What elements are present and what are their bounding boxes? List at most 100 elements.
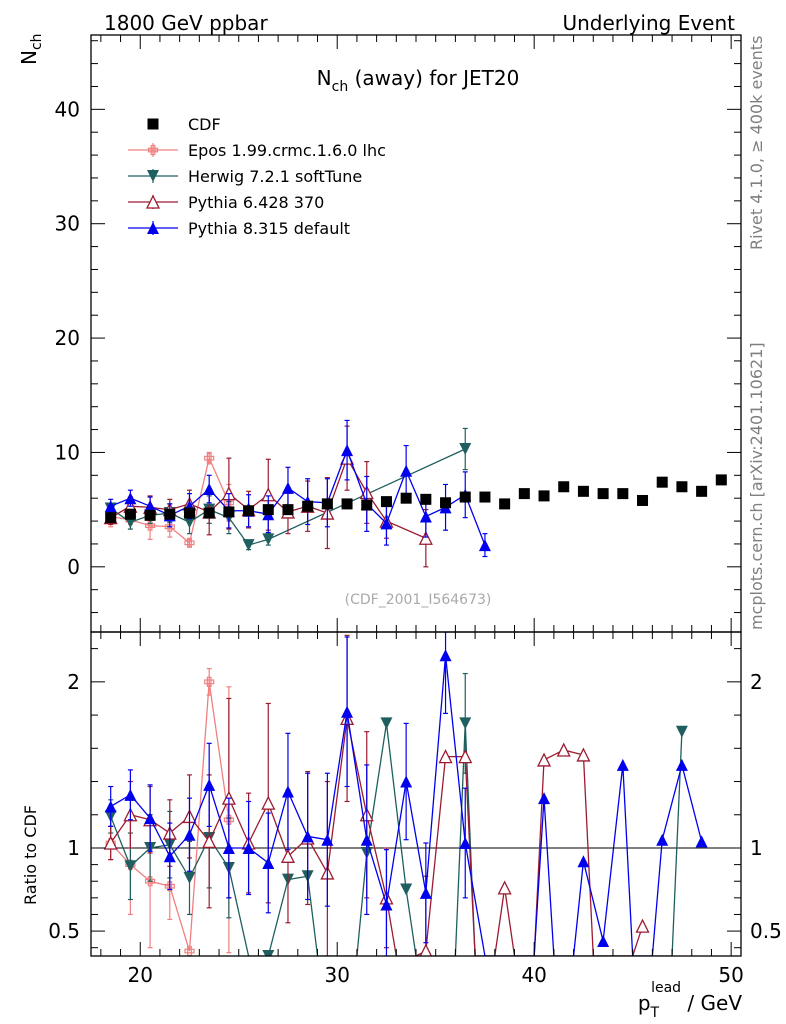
point-cdf-27 [637,494,649,506]
ratio-point-pythia-3-25 [675,758,688,771]
x-axis-title-main: p [638,991,651,1015]
ratio-point-pythia-2-16 [438,749,453,764]
point-herwig-1-4 [183,516,196,529]
plot-title-sub: ch [332,79,349,95]
point-cdf-29 [676,481,688,493]
ratio-point-pythia-3-5 [203,778,216,791]
point-pythia-3-12 [341,444,354,457]
ratio-point-herwig-1-14 [459,717,472,730]
errorbar-epos-0-5 [206,451,212,465]
point-pythia-3-5 [203,483,216,496]
x-axis-title-rest: / GeV [681,991,742,1015]
legend-item-1: Epos 1.99.crmc.1.6.0 lhc [128,141,386,160]
legend-item-1-marker-v [150,144,156,156]
legend-item-3: Pythia 6.428 370 [128,193,324,212]
point-epos-0-5-v [206,453,212,464]
ratio-point-pythia-3-22 [597,935,610,948]
point-cdf-15 [400,492,412,504]
ratio-point-herwig-1-8 [262,950,275,956]
point-cdf-14 [380,496,392,508]
ratio-point-pythia-2-19 [536,752,552,767]
legend-item-1-marker [147,144,159,156]
point-pythia-3-1 [124,492,137,505]
point-cdf-30 [696,485,708,497]
legend-item-0-marker [147,118,159,130]
ratio-point-pythia-3-12 [341,705,354,718]
ratio-tick-label-left-1: 1 [67,836,80,860]
point-cdf-21 [518,488,530,500]
ratio-point-pythia-2-9 [280,848,296,863]
ratio-tick-label-left-0: 0.5 [48,919,80,943]
ratio-tick-label-left-2: 2 [67,670,80,694]
ratio-point-pythia-3-13 [360,833,373,846]
x-axis-title-sub: T [650,1005,660,1021]
ratio-point-pythia-3-0 [104,800,117,813]
legend-item-3-marker [145,194,161,209]
x-tick-label-1: 30 [324,963,349,987]
legend-item-2: Herwig 7.2.1 softTune [128,167,362,186]
point-herwig-1-9 [459,443,472,456]
ratio-point-pythia-3-21 [577,855,590,868]
point-pythia-3-16 [419,510,432,523]
ratio-point-pythia-2-0 [103,835,118,850]
point-cdf-16 [420,493,432,505]
legend-item-2-marker [147,170,159,182]
point-cdf-25 [597,488,609,500]
ratio-axis-title: Ratio to CDF [21,805,40,905]
ratio-point-pythia-3-26 [695,835,708,848]
ratio-point-pythia-3-24 [656,833,669,846]
y-axis-title-main: N [17,50,41,65]
point-cdf-19 [479,491,491,503]
ratio-point-epos-0-5-h [204,679,215,685]
ratio-point-pythia-2-17 [458,749,473,764]
ratio-point-pythia-3-16 [419,886,432,899]
ratio-point-pythia-3-9 [281,785,294,798]
ratio-point-pythia-3-14 [380,898,393,911]
point-herwig-1-8 [262,533,275,546]
point-cdf-26 [617,488,629,500]
ratio-point-pythia-2-21 [576,747,591,762]
ratio-point-pythia-3-6 [222,842,235,854]
y-tick-label-0: 0 [67,555,80,579]
point-cdf-23 [558,481,570,493]
ratio-point-herwig-1-12 [380,717,393,730]
x-tick-label-0: 20 [128,963,153,987]
legend-item-0: CDF [147,115,221,134]
plot-title-main: N [317,66,332,90]
y-tick-label-2: 20 [55,326,80,350]
point-cdf-6 [223,506,235,518]
y-axis-title: Nch [17,33,45,65]
ratio-point-pythia-2-8 [261,795,276,810]
legend-item-4: Pythia 8.315 default [128,219,350,238]
point-cdf-3 [164,508,176,520]
ratio-point-pythia-3-8 [262,856,275,869]
analysis-watermark: (CDF_2001_I564673) [345,592,492,608]
ratio-point-herwig-1-4 [183,871,196,884]
point-cdf-18 [459,491,471,503]
ratio-point-pythia-3-1 [124,788,137,801]
ratio-point-pythia-3-23 [616,758,629,771]
point-herwig-1-7 [242,539,255,552]
y-axis-title-sub: ch [29,33,45,50]
ratio-point-herwig-1-15 [675,725,688,738]
legend-item-4-label: Pythia 8.315 default [188,219,350,238]
point-cdf-8 [262,504,274,516]
ratio-point-pythia-2-18 [497,880,512,895]
legend-item-0-label: CDF [188,115,221,134]
ratio-tick-label-right-2: 2 [750,670,763,694]
ratio-point-herwig-1-13 [400,883,413,896]
ratio-point-pythia-2-15 [419,943,433,956]
ratio-point-pythia-3-3 [163,850,176,863]
point-cdf-11 [321,498,333,510]
x-tick-label-3: 50 [718,963,743,987]
point-epos-0-4-v [187,537,192,548]
legend-item-1-marker-h [147,147,159,153]
ratio-point-epos-0-5-v [206,676,212,687]
header-left: 1800 GeV ppbar [104,11,268,35]
point-pythia-3-19 [478,539,491,552]
point-cdf-31 [715,474,727,486]
ratio-errorbar-epos-0-5 [206,667,212,696]
y-tick-label-1: 10 [55,440,80,464]
point-epos-0-5 [204,453,215,464]
